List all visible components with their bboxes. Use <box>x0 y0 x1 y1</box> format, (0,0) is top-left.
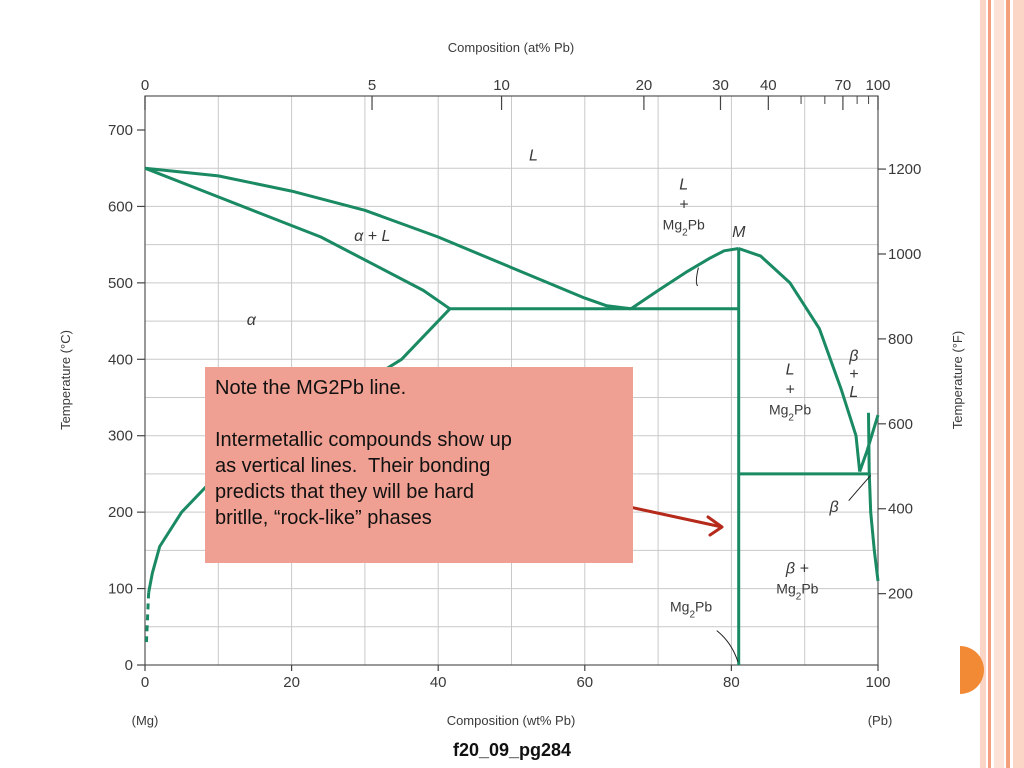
region-label-beta-plus-liquid-line: L <box>849 384 858 401</box>
top-axis-tick-label: 10 <box>493 77 510 94</box>
region-label-beta-plus-mg2pb-line: Mg2Pb <box>776 580 818 602</box>
bottom-axis-tick-label: 60 <box>576 674 593 691</box>
red-callout-arrow <box>624 504 723 529</box>
note-box: Note the MG2Pb line. Intermetallic compo… <box>205 367 633 563</box>
top-axis-tick-label: 0 <box>141 77 149 94</box>
left-axis-tick-label: 100 <box>108 581 133 598</box>
region-label-liquid-plus-mg2pb-left-line: Mg2Pb <box>663 217 705 239</box>
right-axis-tick-label: 200 <box>888 586 913 603</box>
region-label-beta-plus-mg2pb-line: β + <box>785 560 809 577</box>
right-axis-tick-label: 600 <box>888 416 913 433</box>
right-axis-tick-label: 1200 <box>888 161 921 178</box>
beta-solvus-line <box>867 412 880 582</box>
bottom-axis-tick-label: 80 <box>723 674 740 691</box>
note-heading: Note the MG2Pb line. <box>215 377 407 399</box>
region-label-beta: β <box>828 499 838 516</box>
region-label-liquid-plus-mg2pb-left-line: L <box>679 177 688 194</box>
left-axis-title: Temperature (°C) <box>58 330 73 430</box>
top-axis-tick-label: 20 <box>636 77 653 94</box>
region-label-beta-plus-liquid-line: + <box>849 366 858 383</box>
region-label-alpha: α <box>247 312 257 329</box>
region-label-alpha-plus-liquid: α + L <box>354 228 390 245</box>
left-axis-tick-label: 200 <box>108 504 133 521</box>
pointer-arrow-mg2pb <box>716 630 739 663</box>
region-label-liquid-plus-mg2pb-right-line: L <box>786 362 795 379</box>
pointer-arrow-liquid-mg2pb <box>695 267 699 287</box>
left-axis-tick-label: 700 <box>108 122 133 139</box>
right-axis-tick-label: 800 <box>888 331 913 348</box>
top-axis-tick-label: 70 <box>835 77 852 94</box>
liquidus-mg2pb-left-line <box>630 247 739 311</box>
bottom-axis-tick-label: 0 <box>141 674 149 691</box>
liquidus-alpha-line <box>144 166 632 311</box>
bottom-axis-tick-label: 40 <box>430 674 447 691</box>
pointer-arrow-beta <box>848 475 872 502</box>
left-axis-tick-label: 400 <box>108 351 133 368</box>
top-axis-tick-label: 100 <box>865 77 890 94</box>
region-label-liquid-plus-mg2pb-right-line: + <box>785 382 794 399</box>
bottom-axis-tick-label: 20 <box>283 674 300 691</box>
left-axis-tick-label: 600 <box>108 198 133 215</box>
bottom-axis-tick-label: 100 <box>865 674 890 691</box>
right-decorative-border <box>980 0 1024 768</box>
bottom-axis-left-end: (Mg) <box>132 713 159 728</box>
bottom-axis-title: Composition (wt% Pb) <box>447 713 576 728</box>
right-axis-tick-label: 400 <box>888 501 913 518</box>
bottom-axis-right-end: (Pb) <box>868 713 893 728</box>
region-label-liquid-plus-mg2pb-left-line: + <box>679 197 688 214</box>
solidus-alpha-line <box>144 166 451 311</box>
top-axis-tick-label: 30 <box>712 77 729 94</box>
top-axis-tick-label: 5 <box>368 77 376 94</box>
left-axis-tick-label: 0 <box>125 657 133 674</box>
plot-frame <box>144 95 879 666</box>
figure-caption: f20_09_pg284 <box>452 740 572 760</box>
red-callout-arrowhead <box>706 515 724 537</box>
label-mg2pb-compound-line: Mg2Pb <box>670 599 712 621</box>
top-axis-tick-label: 40 <box>760 77 777 94</box>
region-label-congruent-point-M: M <box>732 224 746 241</box>
region-label-beta-plus-liquid-line: β <box>848 348 858 365</box>
region-label-liquid: L <box>529 148 538 165</box>
solvus-alpha-dashed-extension <box>144 592 151 643</box>
right-axis-title: Temperature (°F) <box>950 331 965 429</box>
beta-liquidus-line <box>858 414 880 473</box>
note-body: Intermetallic compounds show up as verti… <box>215 429 512 529</box>
liquidus-mg2pb-right-line <box>738 247 862 472</box>
left-axis-tick-label: 500 <box>108 275 133 292</box>
left-axis-tick-label: 300 <box>108 428 133 445</box>
right-axis-tick-label: 1000 <box>888 246 921 263</box>
top-axis-title: Composition (at% Pb) <box>448 40 574 55</box>
